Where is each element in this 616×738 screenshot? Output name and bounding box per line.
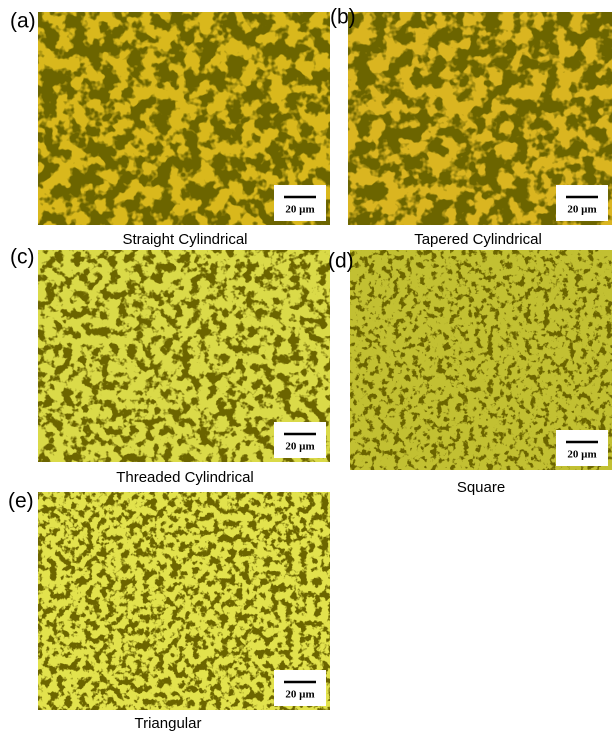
panel-caption: Square <box>457 479 505 496</box>
panel-label: (d) <box>328 250 354 273</box>
panel: 20 µm (e) Triangular <box>8 490 330 732</box>
panel-label: (a) <box>10 10 36 33</box>
panel-caption: Tapered Cylindrical <box>414 231 542 248</box>
scale-label: 20 µm <box>567 204 596 216</box>
panel: 20 µm (a) Straight Cylindrical <box>10 10 330 248</box>
scale-label: 20 µm <box>285 689 314 701</box>
panel: 20 µm (c) Threaded Cylindrical <box>10 246 330 486</box>
panel: 20 µm (d) Square <box>328 250 612 496</box>
panel-caption: Threaded Cylindrical <box>116 469 254 486</box>
panel-caption: Straight Cylindrical <box>122 231 247 248</box>
panel-label: (c) <box>10 246 35 269</box>
panel-label: (b) <box>330 6 356 29</box>
panel-caption: Triangular <box>135 715 202 732</box>
panel: 20 µm (b) Tapered Cylindrical <box>330 6 612 248</box>
scale-label: 20 µm <box>567 449 596 461</box>
scale-label: 20 µm <box>285 441 314 453</box>
scale-label: 20 µm <box>285 204 314 216</box>
figure: 20 µm (a) Straight Cylindrical 20 µm (b) Tape… <box>0 0 616 738</box>
panel-label: (e) <box>8 490 34 513</box>
